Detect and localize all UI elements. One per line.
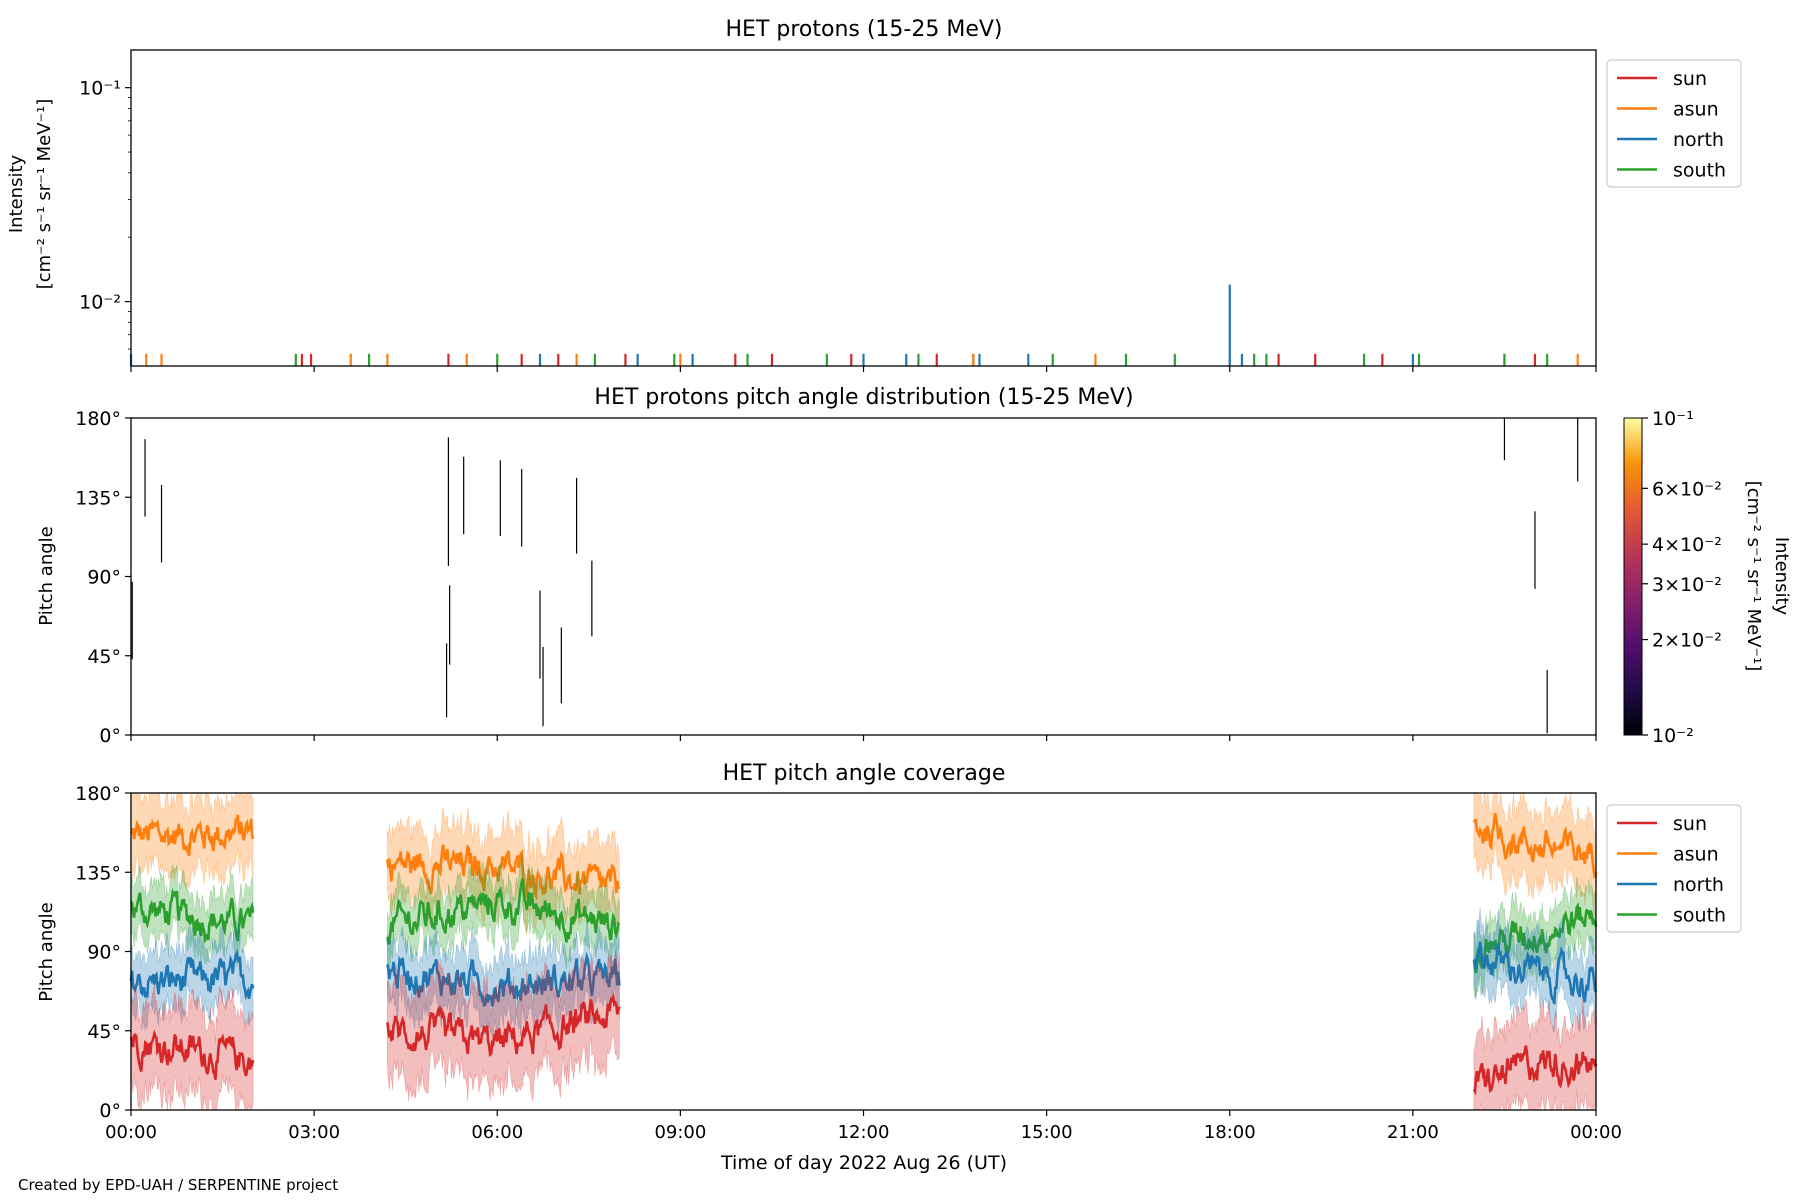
coverage-band-north bbox=[130, 920, 254, 1031]
x-tick-label: 18:00 bbox=[1204, 1122, 1256, 1143]
x-tick-label: 03:00 bbox=[288, 1122, 340, 1143]
panel2-y-ticks: 0° 45° 90° 135° 180° bbox=[75, 408, 131, 747]
coverage-band-sun bbox=[387, 950, 620, 1102]
panel1-legend: sun asun north south bbox=[1606, 59, 1742, 188]
panel1-ylabel-line1: Intensity bbox=[6, 154, 27, 233]
y-tick-label: 135° bbox=[75, 487, 121, 509]
panel3-plot-marks bbox=[129, 792, 1598, 1112]
legend-box bbox=[1606, 59, 1742, 188]
panel3-title: HET pitch angle coverage bbox=[723, 761, 1006, 786]
footer-credit: Created by EPD-UAH / SERPENTINE project bbox=[18, 1176, 339, 1194]
panel2-plot-marks bbox=[131, 418, 1579, 734]
legend-label-asun: asun bbox=[1673, 99, 1719, 121]
colorbar-label-line1: Intensity bbox=[1771, 537, 1792, 616]
coverage-line-asun bbox=[386, 843, 621, 901]
coverage-line-south bbox=[386, 878, 621, 945]
coverage-line-south bbox=[1472, 901, 1598, 974]
colorbar-label-line2: [cm⁻² s⁻¹ sr⁻¹ MeV⁻¹] bbox=[1743, 481, 1764, 672]
y-tick-label: 180° bbox=[75, 408, 121, 430]
panel3-x-ticks: 00:00 03:00 06:00 09:00 12:00 15:00 18:00 21:00… bbox=[105, 1110, 1622, 1143]
legend-label-asun: asun bbox=[1673, 844, 1719, 866]
y-tick-label: 10⁻¹ bbox=[79, 78, 121, 100]
legend-label-south: south bbox=[1673, 160, 1726, 182]
legend-label-sun: sun bbox=[1673, 68, 1707, 90]
y-tick-label: 45° bbox=[87, 1021, 121, 1043]
panel1-x-ticks bbox=[130, 366, 1597, 372]
legend-label-north: north bbox=[1673, 129, 1724, 151]
y-tick-label: 90° bbox=[87, 567, 121, 589]
coverage-line-asun bbox=[129, 814, 255, 856]
y-tick-label: 90° bbox=[87, 942, 121, 964]
colorbar-tick-label: 10⁻¹ bbox=[1652, 408, 1694, 430]
y-tick-label: 135° bbox=[75, 862, 121, 884]
coverage-band-asun bbox=[130, 792, 254, 891]
panel1-axes-frame bbox=[130, 49, 1597, 367]
colorbar-tick-label: 3×10⁻² bbox=[1652, 574, 1722, 596]
panel2-title: HET protons pitch angle distribution (15… bbox=[594, 385, 1133, 410]
coverage-line-north bbox=[129, 948, 255, 1001]
panel3-axes-frame bbox=[130, 792, 1597, 1111]
panel1-y-ticks: 10⁻¹ 10⁻² bbox=[79, 78, 131, 350]
x-tick-label: 21:00 bbox=[1387, 1122, 1439, 1143]
x-tick-label: 00:00 bbox=[105, 1122, 157, 1143]
legend-label-sun: sun bbox=[1673, 813, 1707, 835]
panel3-legend: sun asun north south bbox=[1606, 804, 1742, 933]
y-tick-label: 0° bbox=[99, 1100, 121, 1122]
coverage-line-sun bbox=[1472, 1045, 1598, 1096]
coverage-line-sun bbox=[386, 992, 621, 1057]
x-tick-label: 15:00 bbox=[1021, 1122, 1073, 1143]
colorbar-tick-label: 2×10⁻² bbox=[1652, 630, 1722, 652]
legend-label-north: north bbox=[1673, 874, 1724, 896]
panel1-plot-marks bbox=[129, 284, 1579, 366]
legend-box bbox=[1606, 804, 1742, 933]
y-tick-label: 0° bbox=[99, 725, 121, 747]
colorbar bbox=[1623, 417, 1643, 736]
coverage-line-south bbox=[130, 887, 255, 944]
coverage-line-north bbox=[1473, 941, 1598, 1005]
x-tick-label: 00:00 bbox=[1570, 1122, 1622, 1143]
colorbar-tick-label: 6×10⁻² bbox=[1652, 478, 1722, 500]
panel2-x-ticks bbox=[130, 735, 1597, 741]
panel2-axes-frame bbox=[130, 417, 1597, 736]
x-axis-label: Time of day 2022 Aug 26 (UT) bbox=[720, 1152, 1007, 1174]
panel3-y-ticks: 0° 45° 90° 135° 180° bbox=[75, 783, 131, 1122]
y-tick-label: 10⁻² bbox=[79, 292, 121, 314]
panel1-title: HET protons (15-25 MeV) bbox=[726, 17, 1003, 42]
coverage-line-asun bbox=[1472, 812, 1598, 879]
panel3-ylabel: Pitch angle bbox=[36, 902, 57, 1001]
colorbar-ticks: 10⁻¹ 6×10⁻² 4×10⁻² 3×10⁻² 2×10⁻² 10⁻² bbox=[1642, 408, 1722, 747]
coverage-line-north bbox=[386, 951, 621, 1007]
panel1-ylabel-line2: [cm⁻² s⁻¹ sr⁻¹ MeV⁻¹] bbox=[34, 99, 55, 290]
coverage-line-sun bbox=[129, 1029, 255, 1080]
x-tick-label: 06:00 bbox=[471, 1122, 523, 1143]
x-tick-label: 12:00 bbox=[838, 1122, 890, 1143]
y-tick-label: 180° bbox=[75, 783, 121, 805]
colorbar-tick-label: 4×10⁻² bbox=[1652, 534, 1722, 556]
y-tick-label: 45° bbox=[87, 646, 121, 668]
x-tick-label: 09:00 bbox=[654, 1122, 706, 1143]
coverage-band-asun bbox=[387, 807, 620, 936]
legend-label-south: south bbox=[1673, 905, 1726, 927]
coverage-band-north bbox=[387, 921, 620, 1037]
panel2-ylabel: Pitch angle bbox=[36, 526, 57, 625]
colorbar-tick-label: 10⁻² bbox=[1652, 725, 1694, 747]
